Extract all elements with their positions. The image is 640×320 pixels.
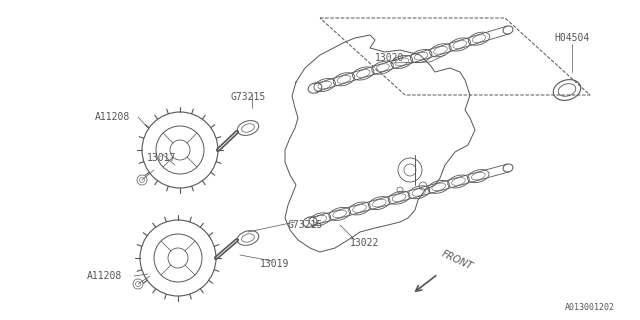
Text: 13022: 13022 (350, 238, 380, 248)
Text: A11208: A11208 (86, 271, 122, 281)
Text: 13017: 13017 (147, 153, 177, 163)
Text: 13019: 13019 (260, 259, 290, 269)
Text: G73215: G73215 (287, 220, 323, 230)
Text: 13020: 13020 (375, 53, 404, 63)
Text: FRONT: FRONT (440, 249, 474, 272)
Text: A013001202: A013001202 (565, 303, 615, 313)
Text: G73215: G73215 (230, 92, 266, 102)
Text: A11208: A11208 (94, 112, 130, 122)
Text: H04504: H04504 (554, 33, 589, 43)
